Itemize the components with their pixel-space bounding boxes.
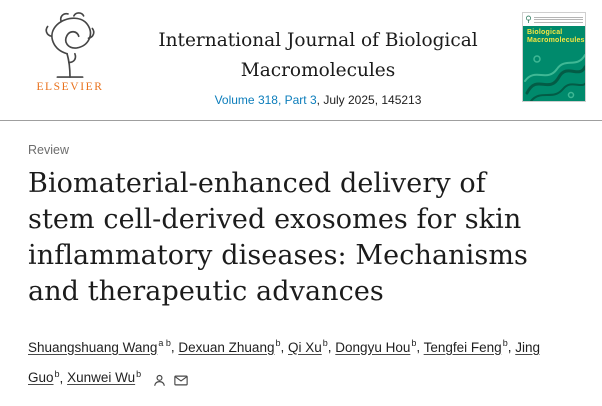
author[interactable]: Shuangshuang Wanga b xyxy=(28,338,171,355)
author-name[interactable]: Dongyu Hou xyxy=(335,339,411,355)
author-affiliation-sup: b xyxy=(136,368,142,379)
elsevier-tree-icon xyxy=(26,10,114,80)
author-name[interactable]: Qi Xu xyxy=(288,339,322,355)
authors-container: Shuangshuang Wanga b, Dexuan Zhuangb, Qi… xyxy=(28,338,540,386)
volume-issue-suffix: , July 2025, 145213 xyxy=(316,93,422,107)
author-affiliation-sup: b xyxy=(275,338,281,348)
envelope-icon[interactable] xyxy=(173,375,188,386)
author[interactable]: Dongyu Houb xyxy=(335,338,417,355)
cover-mini-tree-icon xyxy=(526,15,531,23)
cover-artwork xyxy=(524,54,585,101)
corresponding-author-icons xyxy=(145,372,188,387)
author-name[interactable]: Dexuan Zhuang xyxy=(178,339,275,355)
article-head: Review Biomaterial-enhanced delivery of … xyxy=(0,121,602,393)
author-list: Shuangshuang Wanga b, Dexuan Zhuangb, Qi… xyxy=(28,330,570,393)
author-affiliation-sup: a b xyxy=(158,338,171,348)
author-affiliation-sup: b xyxy=(54,368,60,379)
person-icon[interactable] xyxy=(153,374,166,387)
author-affiliation-sup: b xyxy=(322,338,328,348)
cover-mini-text-lines xyxy=(534,15,583,24)
journal-title-link[interactable]: International Journal of Biological Macr… xyxy=(158,30,478,81)
article-type-label: Review xyxy=(28,143,69,157)
volume-issue-line: Volume 318, Part 3, July 2025, 145213 xyxy=(114,93,522,107)
author[interactable]: Qi Xub xyxy=(288,338,328,355)
author-affiliation-sup: b xyxy=(502,338,508,348)
author[interactable]: Tengfei Fengb xyxy=(423,338,508,355)
author-name[interactable]: Shuangshuang Wang xyxy=(28,339,158,355)
header-divider xyxy=(0,120,602,121)
elsevier-logo[interactable]: ELSEVIER xyxy=(26,10,114,93)
author-name[interactable]: Xunwei Wu xyxy=(67,370,136,385)
author[interactable]: Jing Guob xyxy=(28,340,540,386)
cover-journal-title: Biological Macromolecules xyxy=(527,29,585,44)
journal-banner: ELSEVIER International Journal of Biolog… xyxy=(0,0,602,114)
cover-top-strip xyxy=(523,13,585,26)
volume-issue-link[interactable]: Volume 318, Part 3 xyxy=(214,93,317,107)
author-affiliation-sup: b xyxy=(411,338,417,348)
author-name[interactable]: Jing Guo xyxy=(28,339,540,386)
author[interactable]: Dexuan Zhuangb xyxy=(178,338,281,355)
journal-cover-thumbnail[interactable]: Biological Macromolecules xyxy=(522,12,586,102)
elsevier-wordmark: ELSEVIER xyxy=(36,81,104,93)
author-name[interactable]: Tengfei Feng xyxy=(423,339,502,355)
article-title: Biomaterial-enhanced delivery of stem ce… xyxy=(28,168,528,307)
journal-title-block: International Journal of Biological Macr… xyxy=(114,10,522,107)
author[interactable]: Xunwei Wub xyxy=(67,368,142,386)
